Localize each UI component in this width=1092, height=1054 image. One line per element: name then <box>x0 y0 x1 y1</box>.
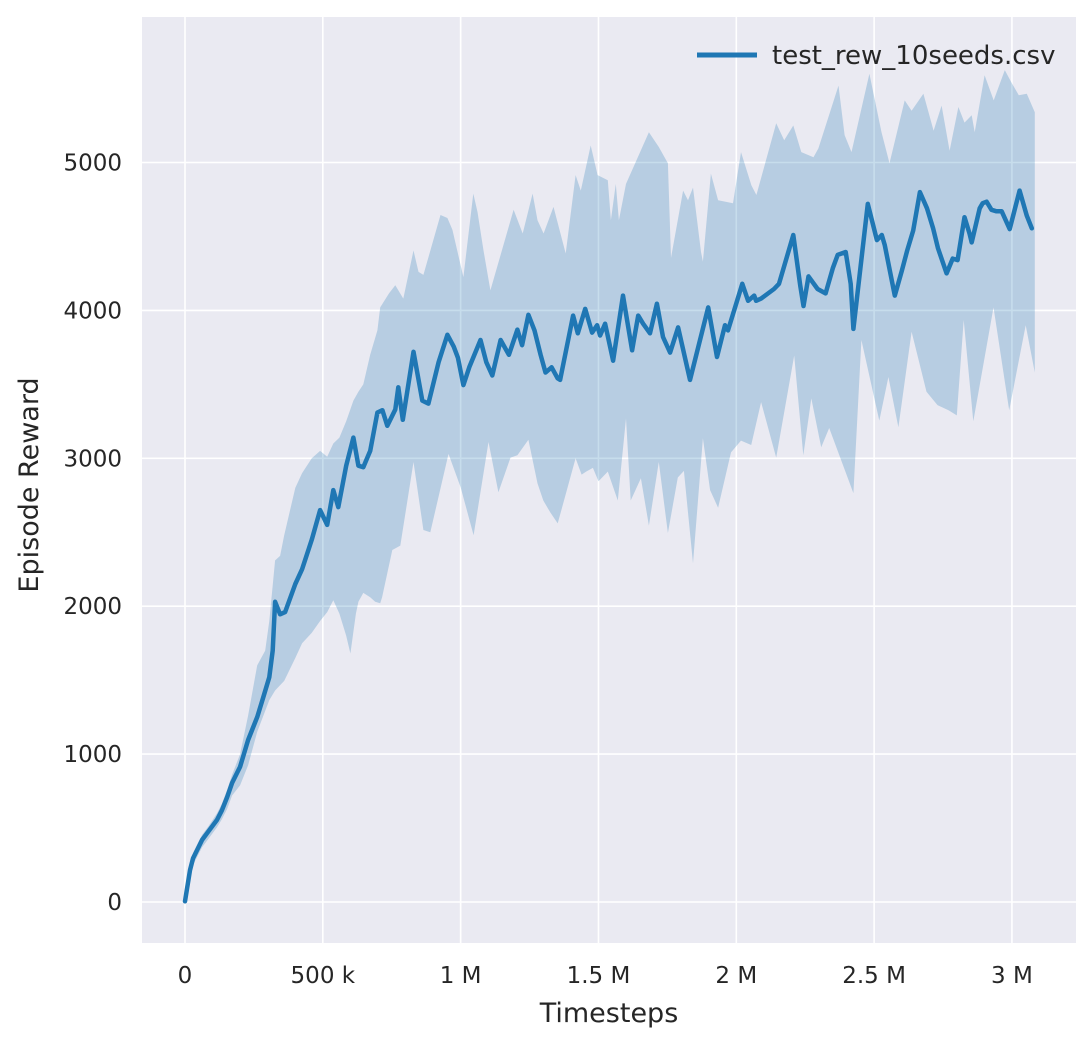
plot-area <box>142 17 1076 943</box>
y-axis-label: Episode Reward <box>14 377 45 592</box>
y-tick-labels: 0 1000 2000 3000 4000 5000 <box>63 151 122 917</box>
x-tick-label: 3 M <box>991 963 1033 989</box>
x-tick-label: 1.5 M <box>567 963 631 989</box>
x-axis-label: Timesteps <box>539 998 679 1029</box>
x-tick-label: 2 M <box>715 963 757 989</box>
x-tick-labels: 0 500 k 1 M 1.5 M 2 M 2.5 M 3 M <box>178 963 1033 989</box>
y-tick-label: 5000 <box>63 151 122 177</box>
mean-line <box>182 188 1035 904</box>
legend: test_rew_10seeds.csv <box>697 41 1055 71</box>
y-tick-label: 0 <box>107 890 122 916</box>
mean-reward-line <box>182 188 1035 904</box>
y-tick-label: 1000 <box>63 742 122 768</box>
x-tick-label: 1 M <box>440 963 482 989</box>
x-tick-label: 500 k <box>291 963 356 989</box>
x-tick-label: 2.5 M <box>842 963 906 989</box>
min-max-band <box>185 70 1035 905</box>
y-tick-label: 3000 <box>63 446 122 472</box>
legend-label: test_rew_10seeds.csv <box>772 41 1055 71</box>
y-tick-label: 2000 <box>63 594 122 620</box>
y-tick-label: 4000 <box>63 298 122 324</box>
x-tick-label: 0 <box>178 963 193 989</box>
gridlines <box>142 17 1076 943</box>
confidence-band <box>185 70 1035 905</box>
